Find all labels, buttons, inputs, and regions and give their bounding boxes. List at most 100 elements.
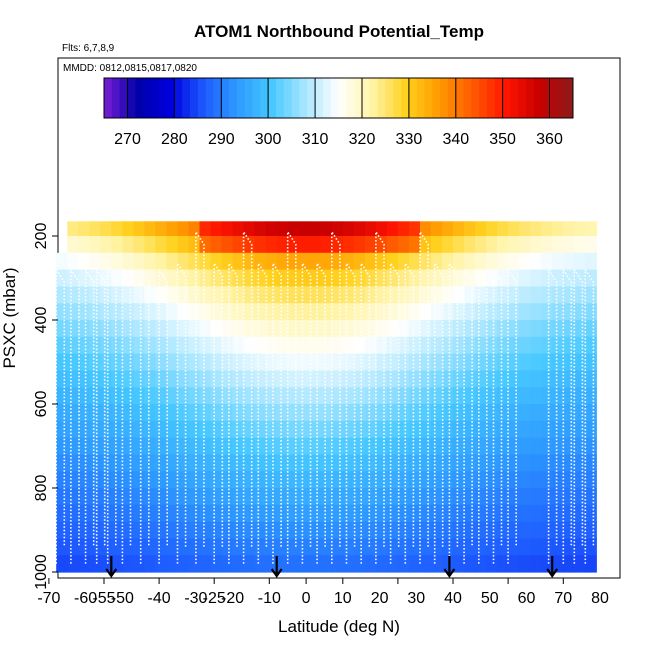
x-tick-label: -60 bbox=[74, 590, 97, 607]
heatmap-cell bbox=[122, 504, 134, 523]
heatmap-cell bbox=[585, 420, 597, 439]
heatmap-cell bbox=[144, 269, 156, 287]
heatmap-cell bbox=[386, 504, 399, 523]
heatmap-cell bbox=[364, 269, 377, 287]
heatmap-cell bbox=[453, 404, 465, 422]
heatmap-cell bbox=[276, 538, 289, 556]
x-tick-label: 20 bbox=[371, 590, 389, 607]
colorbar-swatch bbox=[408, 78, 418, 118]
heatmap-cell bbox=[364, 521, 377, 539]
heatmap-cell bbox=[221, 286, 234, 304]
heatmap-cell bbox=[166, 555, 179, 573]
colorbar-tick-label: 320 bbox=[349, 131, 376, 148]
heatmap-cell bbox=[497, 221, 509, 237]
heatmap-cell bbox=[442, 555, 454, 573]
colorbar-swatch bbox=[447, 78, 457, 118]
colorbar-swatch bbox=[361, 78, 371, 118]
heatmap-cell bbox=[133, 471, 145, 489]
heatmap-cell bbox=[397, 504, 410, 523]
heatmap-cell bbox=[320, 370, 333, 388]
flight-profile bbox=[195, 229, 205, 564]
heatmap-cell bbox=[541, 320, 553, 338]
heatmap-cell bbox=[309, 471, 322, 489]
heatmap-cell bbox=[342, 221, 355, 237]
heatmap-cell bbox=[276, 454, 289, 472]
heatmap-cell bbox=[298, 454, 311, 472]
heatmap-cell bbox=[309, 437, 322, 455]
heatmap-cell bbox=[166, 488, 179, 506]
heatmap-cell bbox=[375, 320, 388, 338]
heatmap-cell bbox=[464, 437, 476, 455]
heatmap-cell bbox=[320, 488, 333, 506]
heatmap-cell bbox=[442, 404, 454, 422]
heatmap-cell bbox=[133, 488, 145, 506]
heatmap-cell bbox=[122, 370, 134, 388]
heatmap-cell bbox=[320, 236, 333, 254]
heatmap-cell bbox=[486, 221, 498, 237]
heatmap-cell bbox=[397, 286, 410, 304]
heatmap-cell bbox=[56, 303, 68, 321]
heatmap-cell bbox=[353, 488, 366, 506]
heatmap-cell bbox=[342, 521, 355, 539]
heatmap-cell bbox=[111, 555, 123, 573]
heatmap-cell bbox=[155, 488, 167, 506]
heatmap-cell bbox=[221, 404, 234, 422]
heatmap-cell bbox=[408, 420, 421, 439]
heatmap-cell bbox=[353, 252, 366, 271]
heatmap-cell bbox=[100, 538, 112, 556]
heatmap-cell bbox=[420, 303, 432, 321]
heatmap-cell bbox=[331, 504, 344, 523]
heatmap-cell bbox=[486, 353, 498, 371]
heatmap-cell bbox=[210, 404, 223, 422]
heatmap-cell bbox=[508, 320, 520, 338]
heatmap-cell bbox=[254, 437, 267, 455]
colorbar-swatch bbox=[401, 78, 410, 118]
heatmap-cell bbox=[453, 286, 465, 304]
colorbar-swatch bbox=[221, 78, 230, 118]
heatmap-cell bbox=[442, 336, 454, 355]
heatmap-cell bbox=[177, 370, 190, 388]
heatmap-cell bbox=[232, 404, 245, 422]
heatmap-cell bbox=[232, 236, 245, 254]
heatmap-cell bbox=[508, 236, 520, 254]
heatmap-cell bbox=[298, 269, 311, 287]
heatmap-cell bbox=[265, 538, 278, 556]
heatmap-cell bbox=[530, 370, 542, 388]
heatmap-cell bbox=[453, 320, 465, 338]
heatmap-cell bbox=[453, 236, 465, 254]
heatmap-cell bbox=[519, 269, 531, 287]
heatmap-cell bbox=[342, 471, 355, 489]
heatmap-cell bbox=[111, 521, 123, 539]
x-tick-label: 60 bbox=[518, 590, 536, 607]
heatmap-cell bbox=[552, 420, 564, 439]
heatmap-cell bbox=[111, 370, 123, 388]
heatmap-cell bbox=[243, 420, 256, 439]
heatmap-cell bbox=[497, 471, 509, 489]
heatmap-cell bbox=[453, 471, 465, 489]
heatmap-cell bbox=[243, 221, 256, 237]
heatmap-cell bbox=[122, 336, 134, 355]
heatmap-cell bbox=[144, 252, 156, 271]
heatmap-cell bbox=[210, 471, 223, 489]
heatmap-cell bbox=[320, 221, 333, 237]
heatmap-cell bbox=[254, 353, 267, 371]
heatmap-cell bbox=[364, 221, 377, 237]
heatmap-cell bbox=[320, 471, 333, 489]
heatmap-cell bbox=[78, 504, 90, 523]
heatmap-cell bbox=[397, 538, 410, 556]
heatmap-cell bbox=[177, 555, 190, 573]
heatmap-cell bbox=[177, 404, 190, 422]
heatmap-cell bbox=[67, 286, 79, 304]
heatmap-cell bbox=[199, 252, 212, 271]
heatmap-cell bbox=[497, 353, 509, 371]
heatmap-cell bbox=[563, 504, 575, 523]
heatmap-cell bbox=[78, 336, 90, 355]
heatmap-cell bbox=[188, 404, 201, 422]
heatmap-cell bbox=[276, 555, 289, 573]
heatmap-cell bbox=[166, 353, 179, 371]
heatmap-cell bbox=[320, 269, 333, 287]
heatmap-cell bbox=[497, 555, 509, 573]
heatmap-cell bbox=[232, 504, 245, 523]
heatmap-cell bbox=[574, 471, 586, 489]
heatmap-cell bbox=[364, 488, 377, 506]
